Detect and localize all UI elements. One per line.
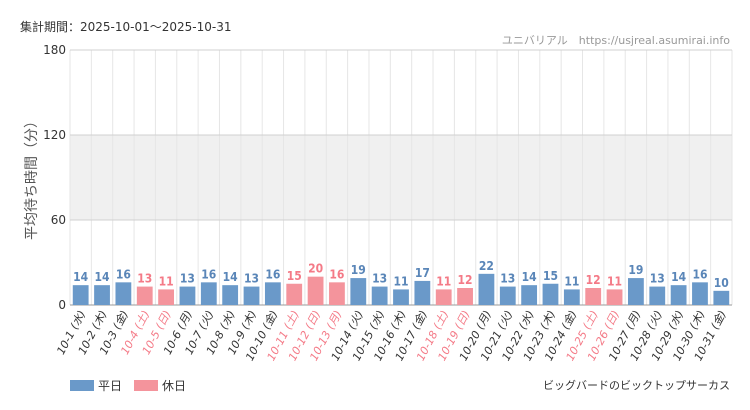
bar: [435, 289, 452, 305]
bar-value-label: 13: [244, 272, 259, 286]
bar: [72, 285, 89, 305]
bar-value-label: 13: [500, 272, 515, 286]
bar-value-label: 16: [329, 267, 344, 281]
bar-value-label: 16: [692, 267, 707, 281]
bar-value-label: 14: [73, 270, 89, 284]
bar-value-label: 13: [650, 272, 665, 286]
bar-value-label: 13: [180, 272, 195, 286]
bar-value-label: 14: [95, 270, 111, 284]
bar-value-label: 15: [543, 269, 558, 283]
bar-value-label: 11: [564, 274, 579, 288]
bar-value-label: 20: [308, 262, 323, 276]
bar: [243, 286, 260, 305]
bar-value-label: 22: [479, 259, 494, 273]
bar-value-label: 11: [393, 274, 408, 288]
bar: [585, 288, 602, 305]
site-credit: ユニバリアル https://usjreal.asumirai.info: [502, 34, 730, 47]
bar: [628, 278, 644, 305]
bar: [457, 288, 473, 305]
y-tick-label: 60: [51, 213, 66, 227]
bar: [350, 278, 367, 305]
bar: [692, 282, 708, 305]
bar-value-label: 19: [628, 263, 643, 277]
y-tick-label: 180: [43, 43, 66, 57]
attraction-name: ビッグバードのビックトップサーカス: [543, 378, 730, 392]
bar-value-label: 16: [201, 267, 216, 281]
bar: [329, 282, 345, 305]
legend-label-holiday: 休日: [162, 379, 186, 393]
bar: [521, 285, 538, 305]
bar-value-label: 14: [522, 270, 538, 284]
bar: [713, 290, 730, 305]
bar: [393, 289, 409, 305]
y-axis-label: 平均待ち時間（分）: [24, 114, 40, 240]
bar: [606, 289, 623, 305]
legend-label-weekday: 平日: [98, 379, 122, 393]
bar: [670, 285, 687, 305]
bar: [371, 286, 388, 305]
bar: [286, 283, 303, 305]
bar-value-label: 14: [671, 270, 687, 284]
bar: [542, 283, 559, 305]
bar-value-label: 11: [436, 274, 451, 288]
bar-value-label: 12: [586, 273, 601, 287]
bar: [307, 276, 324, 305]
bar-value-label: 14: [223, 270, 239, 284]
bar-value-label: 16: [265, 267, 280, 281]
bar-value-label: 13: [372, 272, 387, 286]
bar-value-label: 17: [415, 266, 430, 280]
bar-value-label: 15: [287, 269, 302, 283]
bar: [563, 289, 580, 305]
bar: [179, 286, 196, 305]
bar-value-label: 12: [458, 273, 473, 287]
bar-value-label: 16: [116, 267, 131, 281]
bar-value-label: 10: [714, 276, 729, 290]
y-tick-label: 120: [43, 128, 66, 142]
y-tick-label: 0: [58, 298, 66, 312]
bar: [222, 285, 239, 305]
bar: [499, 286, 516, 305]
legend: 平日 休日: [70, 379, 186, 393]
bar: [158, 289, 174, 305]
bar: [136, 286, 153, 305]
bar-value-label: 11: [159, 274, 174, 288]
legend-swatch-holiday: [134, 380, 158, 391]
period-label: 集計期間：2025-10-01～2025-10-31: [20, 19, 231, 34]
bar-value-label: 11: [607, 274, 622, 288]
bar: [94, 285, 110, 305]
bar: [200, 282, 217, 305]
bar: [649, 286, 666, 305]
bar-value-label: 13: [137, 272, 152, 286]
bar-value-label: 19: [351, 263, 366, 277]
bar: [115, 282, 132, 305]
legend-swatch-weekday: [70, 380, 94, 391]
bar: [264, 282, 281, 305]
bar: [414, 280, 431, 305]
bar: [478, 273, 495, 305]
shaded-band: [70, 135, 732, 220]
